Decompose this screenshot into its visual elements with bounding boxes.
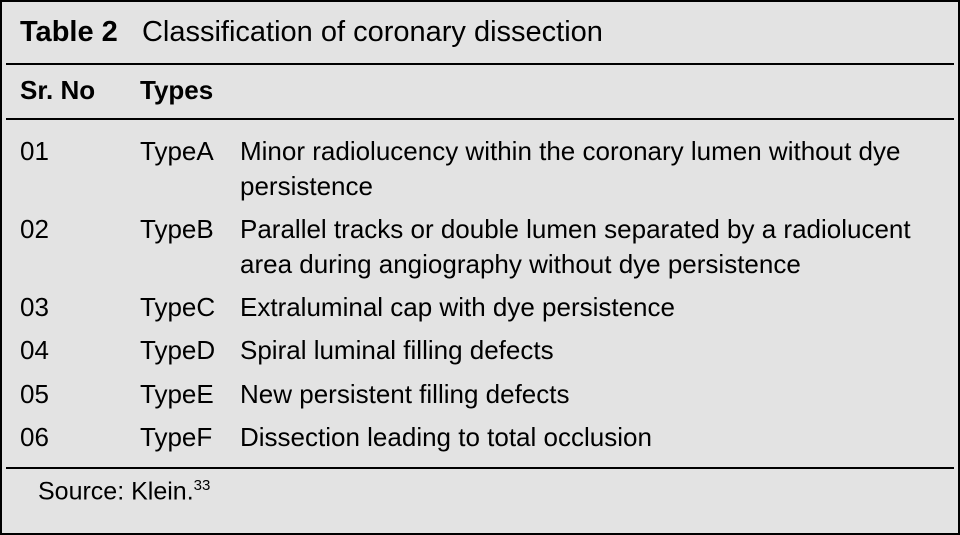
- cell-srno: 03: [20, 290, 140, 325]
- cell-srno: 05: [20, 377, 140, 412]
- cell-desc: Dissection leading to total occlusion: [240, 420, 954, 455]
- table-header-row: Sr. No Types: [6, 63, 954, 120]
- cell-srno: 06: [20, 420, 140, 455]
- header-srno: Sr. No: [20, 75, 140, 106]
- cell-type: TypeE: [140, 377, 240, 412]
- table-title: Table 2 Classification of coronary disse…: [6, 10, 954, 63]
- table-label: Table 2: [20, 16, 118, 48]
- table-row: 05 TypeE New persistent filling defects: [6, 373, 954, 416]
- cell-type: TypeA: [140, 134, 240, 169]
- cell-srno: 01: [20, 134, 140, 169]
- cell-desc: New persistent filling defects: [240, 377, 954, 412]
- cell-desc: Spiral luminal filling defects: [240, 333, 954, 368]
- cell-type: TypeB: [140, 212, 240, 247]
- cell-srno: 04: [20, 333, 140, 368]
- classification-table: Table 2 Classification of coronary disse…: [0, 0, 960, 535]
- table-row: 04 TypeD Spiral luminal filling defects: [6, 329, 954, 372]
- cell-desc: Parallel tracks or double lumen separate…: [240, 212, 954, 282]
- source-name: Klein.: [131, 477, 194, 505]
- cell-desc: Minor radiolucency within the coronary l…: [240, 134, 954, 204]
- table-row: 06 TypeF Dissection leading to total occ…: [6, 416, 954, 459]
- cell-desc: Extraluminal cap with dye persistence: [240, 290, 954, 325]
- table-row: 01 TypeA Minor radiolucency within the c…: [6, 130, 954, 208]
- source-ref: 33: [194, 477, 211, 494]
- cell-type: TypeF: [140, 420, 240, 455]
- table-row: 03 TypeC Extraluminal cap with dye persi…: [6, 286, 954, 329]
- table-body: 01 TypeA Minor radiolucency within the c…: [6, 120, 954, 469]
- header-types: Types: [140, 75, 240, 106]
- source-prefix: Source:: [38, 477, 131, 505]
- cell-type: TypeC: [140, 290, 240, 325]
- table-title-text: Classification of coronary dissection: [142, 16, 603, 48]
- cell-type: TypeD: [140, 333, 240, 368]
- cell-srno: 02: [20, 212, 140, 247]
- table-row: 02 TypeB Parallel tracks or double lumen…: [6, 208, 954, 286]
- table-source: Source: Klein.33: [6, 469, 954, 506]
